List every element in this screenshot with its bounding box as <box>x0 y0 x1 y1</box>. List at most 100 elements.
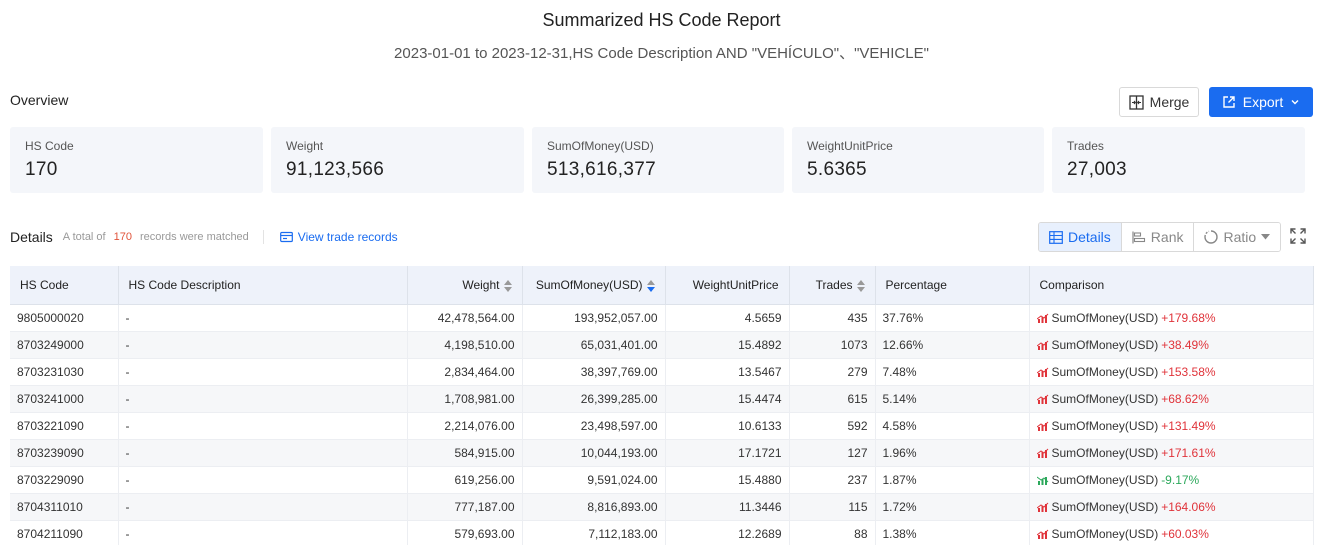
cell-comparison: SumOfMoney(USD) +164.06% <box>1029 493 1314 521</box>
card-label: Weight <box>286 139 324 153</box>
cell-description: - <box>118 331 408 359</box>
table-header-row: HS Code HS Code Description Weight SumOf… <box>10 266 1314 305</box>
cell-weight-unit-price: 11.3446 <box>665 493 790 521</box>
comparison-value: +38.49% <box>1161 337 1209 352</box>
export-label: Export <box>1242 94 1284 110</box>
cell-sum-of-money: 9,591,024.00 <box>522 466 666 494</box>
comparison-value: +68.62% <box>1161 391 1209 406</box>
comparison-value: -9.17% <box>1161 472 1200 487</box>
tab-ratio[interactable]: Ratio <box>1194 223 1281 251</box>
comparison-value: +60.03% <box>1161 526 1209 541</box>
cell-trades: 615 <box>789 385 876 413</box>
export-icon <box>1223 96 1235 108</box>
details-title: Details <box>10 229 53 245</box>
ratio-icon <box>1204 230 1219 244</box>
cell-weight-unit-price: 4.5659 <box>665 304 790 332</box>
cell-hs-code: 9805000020 <box>10 304 119 332</box>
comparison-label: SumOfMoney(USD) <box>1051 526 1159 541</box>
table-row[interactable]: 8703249000-4,198,510.00 65,031,401.00 15.4… <box>10 331 1314 359</box>
table-row[interactable]: 8704211090-579,693.00 7,112,183.00 12.2689… <box>10 520 1314 545</box>
cell-description: - <box>118 466 408 494</box>
cell-comparison: SumOfMoney(USD) +171.61% <box>1029 439 1314 467</box>
cell-weight: 2,214,076.00 <box>407 412 523 440</box>
overview-card-trades: Trades 27,003 <box>1052 127 1305 193</box>
tab-rank-label: Rank <box>1150 229 1184 245</box>
cell-comparison: SumOfMoney(USD) +60.03% <box>1029 520 1314 545</box>
cell-percentage: 4.58% <box>875 412 1030 440</box>
cell-hs-code: 8704211090 <box>10 520 119 545</box>
overview-card-weight-unit-price: WeightUnitPrice 5.6365 <box>792 127 1044 193</box>
table-row[interactable]: 8703239090-584,915.00 10,044,193.00 17.172… <box>10 439 1314 467</box>
col-weight-label: Weight <box>462 277 500 292</box>
overview-card-weight: Weight 91,123,566 <box>271 127 524 193</box>
cell-trades: 592 <box>789 412 876 440</box>
comparison-value: +164.06% <box>1161 499 1216 514</box>
total-count: 170 <box>113 231 132 243</box>
cell-hs-code: 8703239090 <box>10 439 119 467</box>
comparison-label: SumOfMoney(USD) <box>1051 391 1159 406</box>
col-sum-of-money[interactable]: SumOfMoney(USD) <box>522 266 666 305</box>
chevron-down-icon <box>1291 100 1299 105</box>
table-row[interactable]: 8703231030-2,834,464.00 38,397,769.00 13.5… <box>10 358 1314 386</box>
table-row[interactable]: 8703229090-619,256.00 9,591,024.00 15.4880… <box>10 466 1314 494</box>
merge-icon <box>1129 94 1144 110</box>
cell-description: - <box>118 358 408 386</box>
sort-icon[interactable] <box>856 279 865 292</box>
cell-comparison: SumOfMoney(USD) +153.58% <box>1029 358 1314 386</box>
view-trade-records-link[interactable]: View trade records <box>279 230 398 244</box>
comparison-label: SumOfMoney(USD) <box>1051 499 1159 514</box>
total-prefix: A total of <box>62 231 106 243</box>
cell-description: - <box>118 493 408 521</box>
cell-sum-of-money: 10,044,193.00 <box>522 439 666 467</box>
divider <box>262 230 264 244</box>
comparison-label: SumOfMoney(USD) <box>1051 445 1159 460</box>
cell-trades: 237 <box>789 466 876 494</box>
cell-trades: 279 <box>789 358 876 386</box>
card-label: HS Code <box>25 139 74 153</box>
cell-weight-unit-price: 13.5467 <box>665 358 790 386</box>
merge-label: Merge <box>1149 94 1190 110</box>
col-percentage: Percentage <box>875 266 1030 305</box>
export-button[interactable]: Export <box>1209 87 1313 117</box>
card-value: 170 <box>25 159 58 180</box>
col-weight[interactable]: Weight <box>407 266 523 305</box>
cell-percentage: 37.76% <box>875 304 1030 332</box>
comparison-label: SumOfMoney(USD) <box>1051 418 1159 433</box>
fullscreen-icon[interactable] <box>1290 228 1306 244</box>
merge-button[interactable]: Merge <box>1119 87 1199 117</box>
overview-heading: Overview <box>10 92 69 108</box>
table-row[interactable]: 8703241000-1,708,981.00 26,399,285.00 15.4… <box>10 385 1314 413</box>
sort-icon[interactable] <box>646 279 655 292</box>
sort-icon[interactable] <box>503 279 512 292</box>
col-weight-unit-price: WeightUnitPrice <box>665 266 790 305</box>
table-row[interactable]: 8704311010-777,187.00 8,816,893.00 11.3446… <box>10 493 1314 521</box>
comparison-label: SumOfMoney(USD) <box>1051 472 1159 487</box>
cell-sum-of-money: 38,397,769.00 <box>522 358 666 386</box>
cell-percentage: 1.96% <box>875 439 1030 467</box>
cell-hs-code: 8704311010 <box>10 493 119 521</box>
tab-rank[interactable]: Rank <box>1121 223 1195 251</box>
col-hs-code-description: HS Code Description <box>118 266 408 305</box>
cell-comparison: SumOfMoney(USD) +131.49% <box>1029 412 1314 440</box>
cell-trades: 115 <box>789 493 876 521</box>
page-subtitle: 2023-01-01 to 2023-12-31,HS Code Descrip… <box>394 45 929 62</box>
tab-details[interactable]: Details <box>1039 223 1122 251</box>
cell-hs-code: 8703221090 <box>10 412 119 440</box>
table-row[interactable]: 8703221090-2,214,076.00 23,498,597.00 10.6… <box>10 412 1314 440</box>
tab-details-label: Details <box>1068 229 1111 245</box>
rank-icon <box>1132 231 1145 243</box>
details-header: Details A total of 170 records were matc… <box>10 226 430 248</box>
table-row[interactable]: 9805000020-42,478,564.00 193,952,057.00 4.… <box>10 304 1314 332</box>
col-comparison: Comparison <box>1029 266 1314 305</box>
card-value: 27,003 <box>1067 159 1127 180</box>
table-icon <box>1049 230 1063 244</box>
cell-weight-unit-price: 15.4880 <box>665 466 790 494</box>
cell-comparison: SumOfMoney(USD) +179.68% <box>1029 304 1314 332</box>
card-value: 5.6365 <box>807 159 867 180</box>
trend-up-icon <box>1036 448 1048 458</box>
cell-weight: 579,693.00 <box>407 520 523 545</box>
col-trades[interactable]: Trades <box>789 266 876 305</box>
cell-percentage: 7.48% <box>875 358 1030 386</box>
trend-up-icon <box>1036 502 1048 512</box>
cell-trades: 88 <box>789 520 876 545</box>
